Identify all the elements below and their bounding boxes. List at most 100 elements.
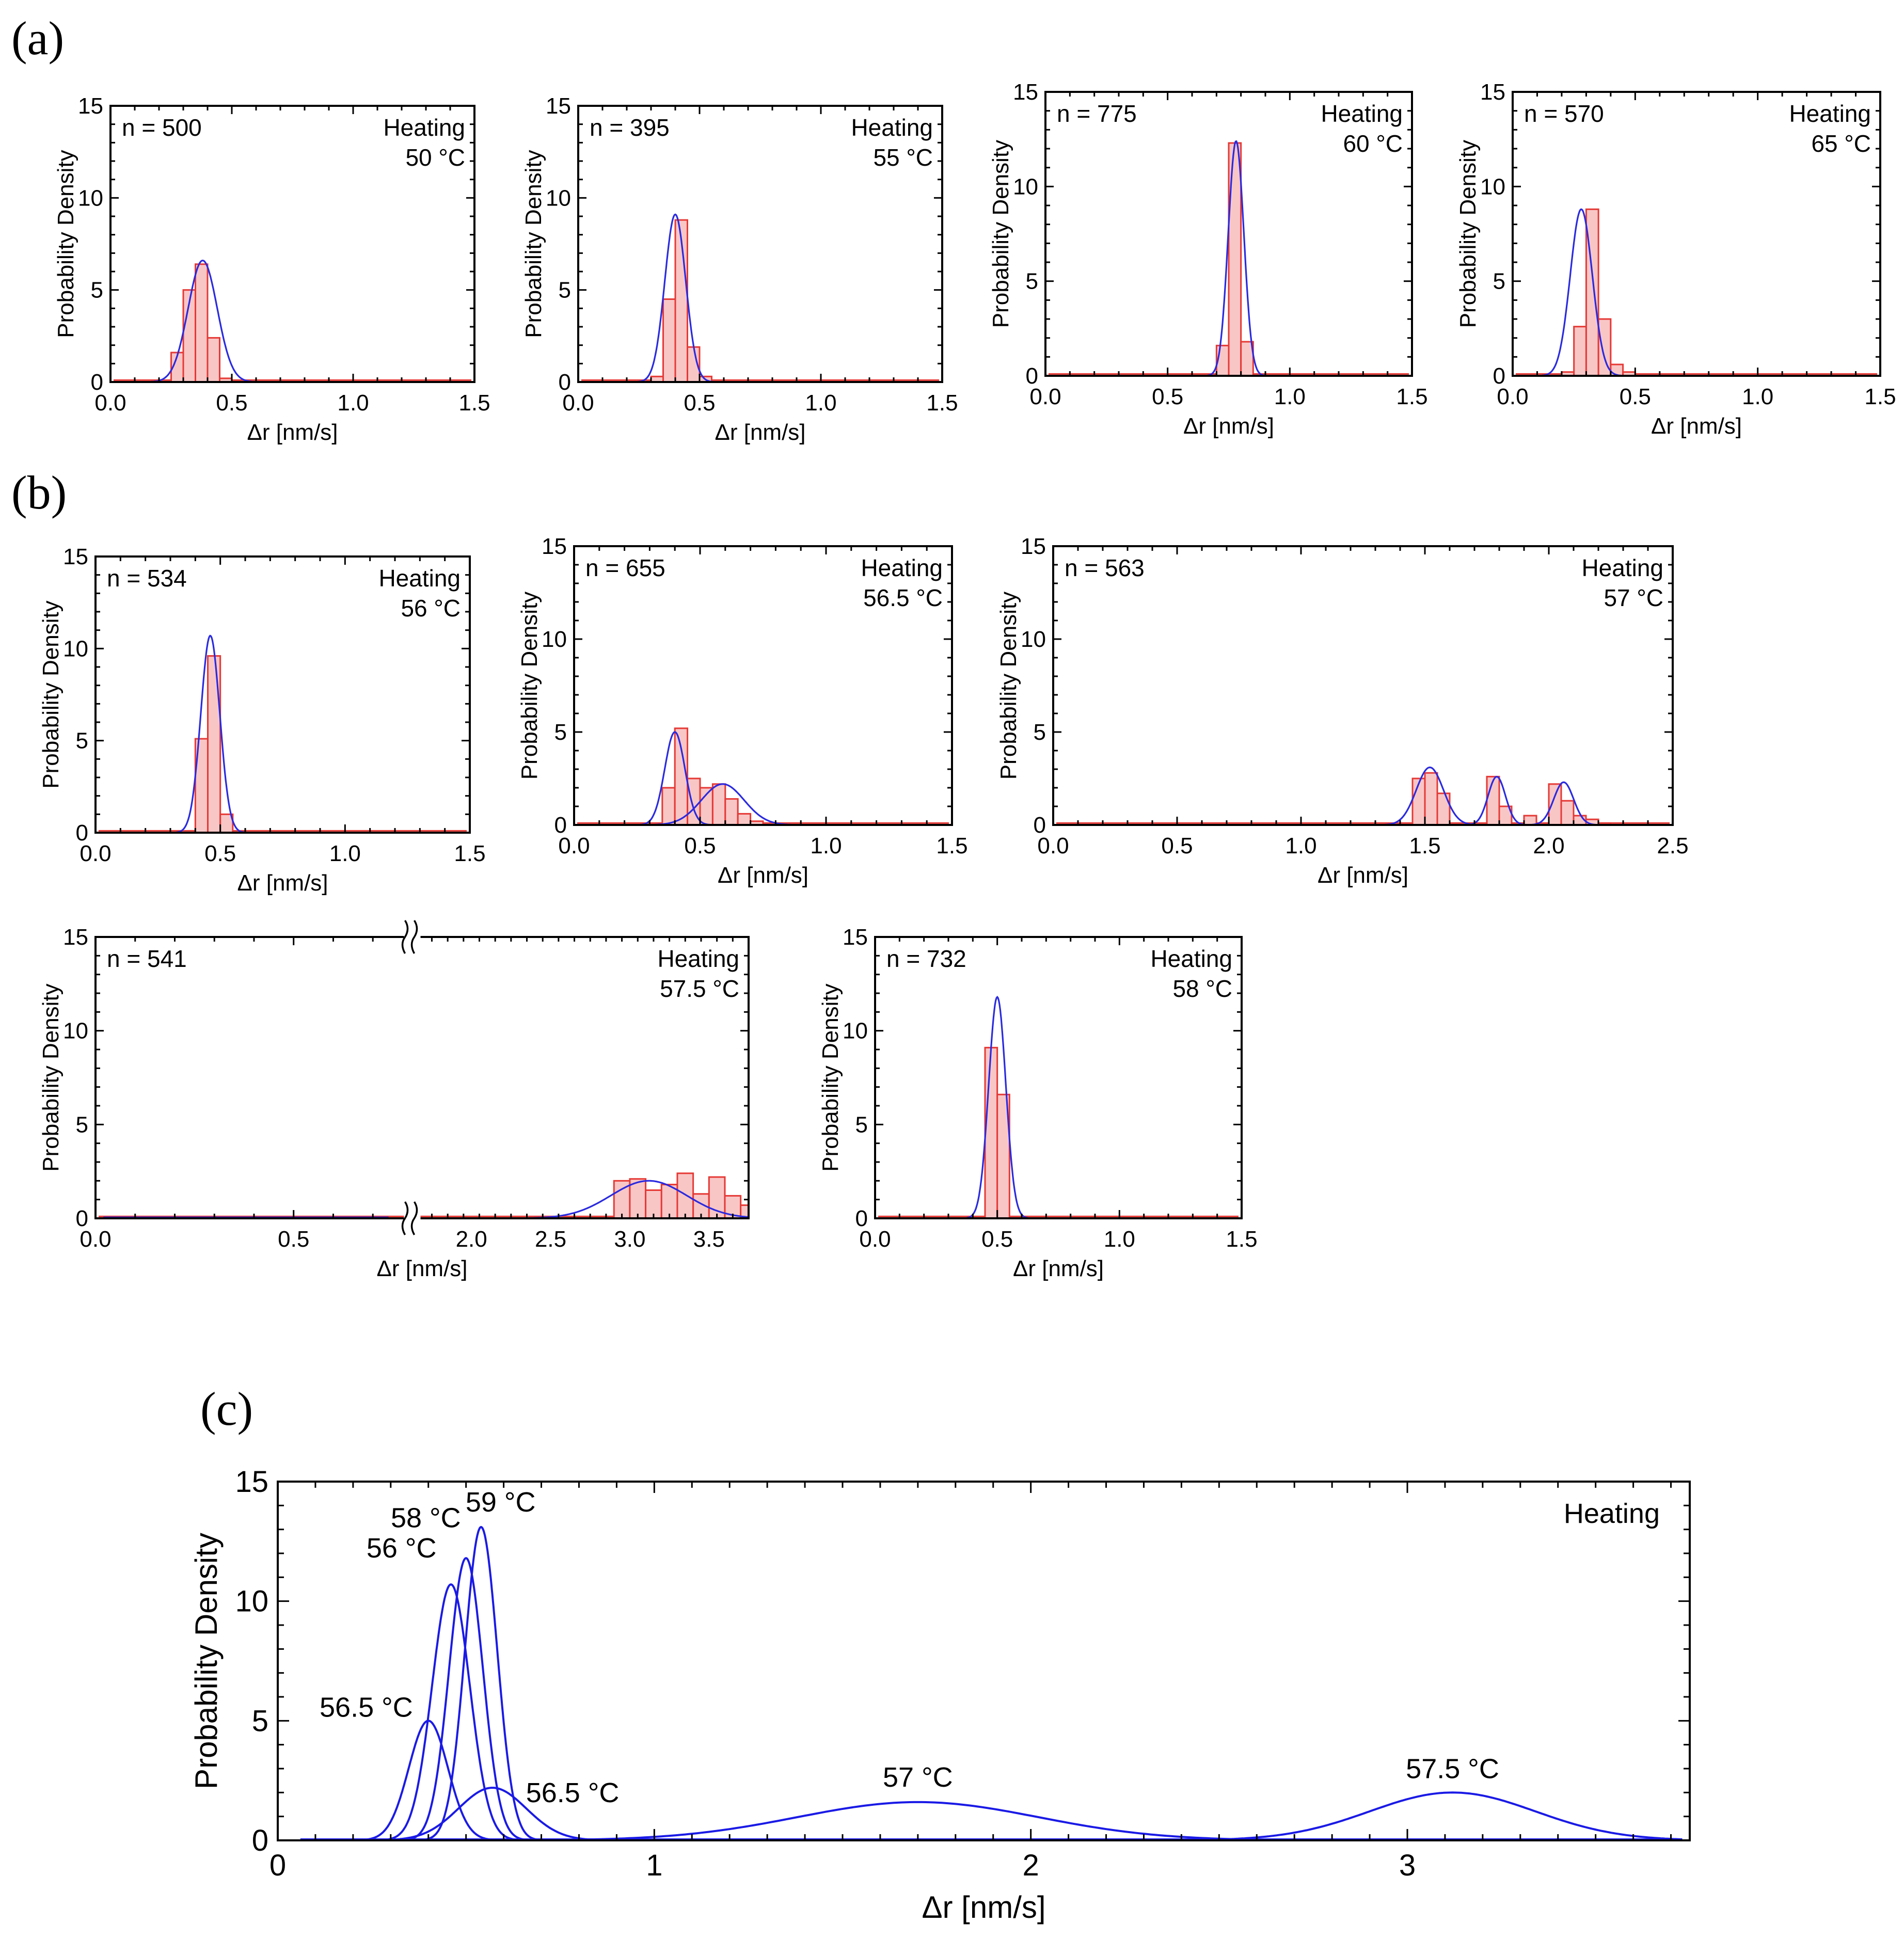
x-tick-label: 1.5 [1864,384,1896,409]
chart-c: 0 5 10 15 0 1 2 3 Δr [nm/s] Probability Density He… [189,1465,1691,1925]
temperature-label: 50 °C [405,144,465,171]
temperature-label: 55 °C [873,144,933,171]
sample-count: n = 500 [122,114,202,141]
histogram-bar [661,787,676,826]
panel-label-b: (b) [11,466,67,519]
plot-frame [109,105,475,383]
y-tick-label: 0 [1493,363,1505,389]
mode-label: Heating [1150,945,1232,972]
x-axis-label: Δr [nm/s] [1183,414,1274,439]
gaussian-fit-curve [887,995,1193,1219]
plot-frame [1052,545,1674,826]
x-axis-label: Δr [nm/s] [237,870,328,896]
histogram-bar [984,1046,998,1219]
temperature-label: 57 °C [1604,584,1663,611]
x-tick-label: 1.5 [936,833,967,858]
sample-count: n = 655 [585,554,665,581]
x-tick-label: 1.5 [454,841,485,866]
histogram-bar [662,298,676,383]
y-tick-label: 5 [76,728,88,754]
x-axis-label: Δr [nm/s] [1651,414,1742,439]
y-axis-label: Probability Density [521,150,546,338]
curve-label: 58 °C [391,1502,461,1533]
y-tick-label: 10 [843,1019,868,1044]
plot-frame [94,555,471,834]
sample-count: n = 541 [107,945,187,972]
x-tick-label: 1.0 [810,833,842,858]
y-tick-label: 10 [78,185,103,211]
x-axis-label: Δr [nm/s] [715,420,805,445]
y-tick-label: 10 [63,636,88,661]
y-tick-label: 10 [1021,627,1046,652]
x-tick-label: 1.0 [337,390,369,416]
x-axis-label: Δr [nm/s] [922,1890,1045,1925]
x-axis-label: Δr [nm/s] [718,863,808,888]
x-axis-label: Δr [nm/s] [1318,863,1408,888]
plot-frame [874,936,1243,1219]
temperature-label: 58 °C [1172,975,1232,1002]
x-tick-label: 0.5 [1152,384,1183,409]
x-tick-label: 1.5 [1409,833,1440,858]
y-tick-label: 0 [252,1824,268,1857]
plot-frame [573,545,953,826]
y-axis-label: Probability Density [189,1533,224,1789]
x-tick-label: 0.5 [1161,833,1193,858]
mode-label: Heating [378,565,461,592]
y-tick-label: 0 [76,820,88,846]
x-tick-label: 1.5 [1226,1227,1257,1252]
y-axis-label: Probability Density [53,150,78,338]
mode-label: Heating [1581,554,1663,581]
histogram-bar [676,1172,694,1219]
y-tick-label: 15 [63,544,88,569]
y-tick-label: 5 [1026,269,1038,294]
x-tick-label: 1.5 [926,390,958,416]
y-tick-label: 0 [554,813,567,838]
y-tick-label: 10 [235,1585,268,1618]
y-tick-label: 10 [1013,174,1038,199]
plot-frame [1044,91,1413,377]
chart-b1: 0 5 10 15 0.0 0.5 1.0 1.5 Δr [nm/s] Probability D… [38,544,486,896]
chart-b5: 0 5 10 15 0.0 0.5 1.0 1.5 Δr [nm/s] Probability D… [818,925,1258,1281]
histogram-bar [1424,772,1438,826]
mode-label: Heating [861,554,943,581]
sample-count: n = 563 [1065,554,1145,581]
x-tick-label: 2.0 [1533,833,1564,858]
y-tick-label: 10 [546,185,571,211]
gaussian-fit-curve [122,260,426,383]
x-tick-label: 0.0 [1037,833,1069,858]
y-tick-label: 15 [542,534,567,559]
histogram-bar [1228,142,1242,377]
x-tick-label: 0.5 [1620,384,1651,409]
gaussian-fit-curve [108,634,420,834]
y-axis-label: Probability Density [988,140,1013,328]
y-tick-label: 15 [843,925,868,950]
chart-a2: 0 5 10 15 0.0 0.5 1.0 1.5 Δr [nm/s] Probability D… [521,93,958,445]
x-tick-label: 0.5 [684,390,715,416]
sample-count: n = 775 [1057,100,1137,127]
chart-a1: 0 5 10 15 0.0 0.5 1.0 1.5 Δr [nm/s] Probability D… [53,93,490,445]
axis-break-mark [410,920,418,954]
mode-label: Heating [1321,100,1403,127]
x-tick-label: 0.5 [684,833,716,858]
x-tick-label: 1.5 [1396,384,1427,409]
x-tick-label: 1 [646,1849,662,1882]
gaussian-fit-curve [1057,140,1363,377]
x-tick-label: 0.0 [562,390,594,416]
gaussian-fit-curve [1525,208,1832,377]
histogram-bar [1486,775,1500,826]
y-axis-label: Probability Density [1455,140,1481,328]
x-tick-label: 0.0 [1029,384,1061,409]
chart-a4: 0 5 10 15 0.0 0.5 1.0 1.5 Δr [nm/s] Probability D… [1455,79,1896,439]
temperature-label: 65 °C [1811,130,1871,157]
panel-label-c: (c) [200,1382,253,1435]
curve-label: 56.5 °C [320,1692,413,1723]
y-tick-label: 5 [76,1112,88,1137]
y-tick-label: 0 [76,1206,88,1231]
y-tick-label: 15 [78,93,103,119]
histogram-bar [629,1178,647,1219]
histogram-bar [1560,800,1575,826]
x-tick-label: 1.0 [1274,384,1306,409]
y-tick-label: 15 [1480,79,1505,105]
x-axis-label: Δr [nm/s] [247,420,338,445]
